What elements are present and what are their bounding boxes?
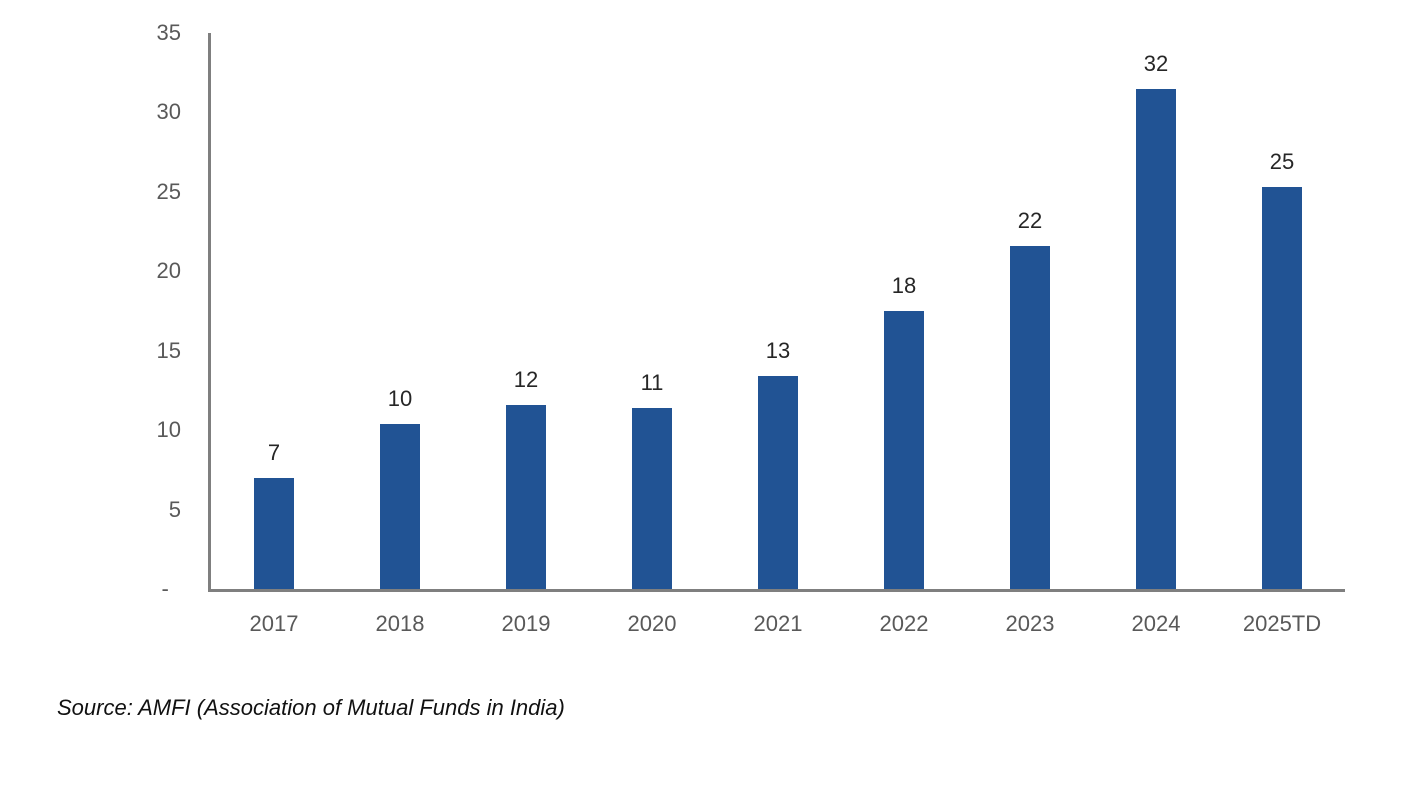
- bar: [1010, 245, 1050, 589]
- bar-value-label: 22: [1017, 207, 1043, 233]
- bar-slot: 32: [1093, 33, 1219, 589]
- y-tick-label: 35: [156, 20, 181, 45]
- bar-slot: 10: [337, 33, 463, 589]
- bar-slot: 7: [211, 33, 337, 589]
- y-tick-label: 30: [156, 99, 181, 125]
- bar-slot: 25: [1219, 33, 1345, 589]
- y-tick-label: 15: [156, 337, 181, 363]
- x-axis-ticks: 2017 2018 2019 2020 2021 2022 2023 2024 2025TD: [211, 613, 1345, 635]
- bar-value-label: 12: [513, 366, 539, 392]
- source-note: Source: AMFI (Association of Mutual Fund…: [57, 695, 565, 720]
- x-tick-label: 2020: [627, 611, 677, 636]
- x-tick-label: 2025TD: [1242, 611, 1322, 636]
- bar-slot: 18: [841, 33, 967, 589]
- x-tick-label: 2021: [753, 611, 803, 636]
- bar-value-label: 32: [1143, 50, 1169, 76]
- plot-area: 35 30 25 20 15 10 5- 7 10 12 11 13 18 22 32 25 2017 201…: [157, 22, 1345, 635]
- bar-slot: 22: [967, 33, 1093, 589]
- bar: [632, 407, 672, 589]
- y-tick-label: 5: [168, 496, 181, 522]
- bar-value-label: 13: [765, 338, 791, 364]
- y-tick-label: -: [161, 576, 181, 601]
- bar-slot: 11: [589, 33, 715, 589]
- bar-slot: 12: [463, 33, 589, 589]
- y-tick-label: 20: [156, 258, 181, 284]
- bar: [884, 311, 924, 589]
- bar-value-label: 7: [267, 439, 281, 465]
- bar-value-label: 25: [1269, 149, 1295, 175]
- x-tick-label: 2019: [501, 611, 551, 636]
- x-tick-label: 2024: [1131, 611, 1181, 636]
- bar-slot: 13: [715, 33, 841, 589]
- bar: [1262, 187, 1302, 589]
- bar: [254, 477, 294, 589]
- bar: [506, 404, 546, 589]
- bar-value-label: 11: [640, 369, 664, 395]
- y-tick-label: 10: [156, 417, 181, 443]
- bar-value-label: 18: [891, 273, 917, 298]
- bar: [1136, 88, 1176, 589]
- bar: [380, 423, 420, 589]
- x-tick-label: 2018: [375, 611, 425, 636]
- x-tick-label: 2017: [249, 611, 299, 636]
- bar: [758, 376, 798, 589]
- y-tick-label: 25: [156, 178, 181, 204]
- bar-value-label: 10: [387, 385, 413, 411]
- x-tick-label: 2022: [879, 611, 929, 636]
- x-tick-label: 2023: [1005, 611, 1055, 636]
